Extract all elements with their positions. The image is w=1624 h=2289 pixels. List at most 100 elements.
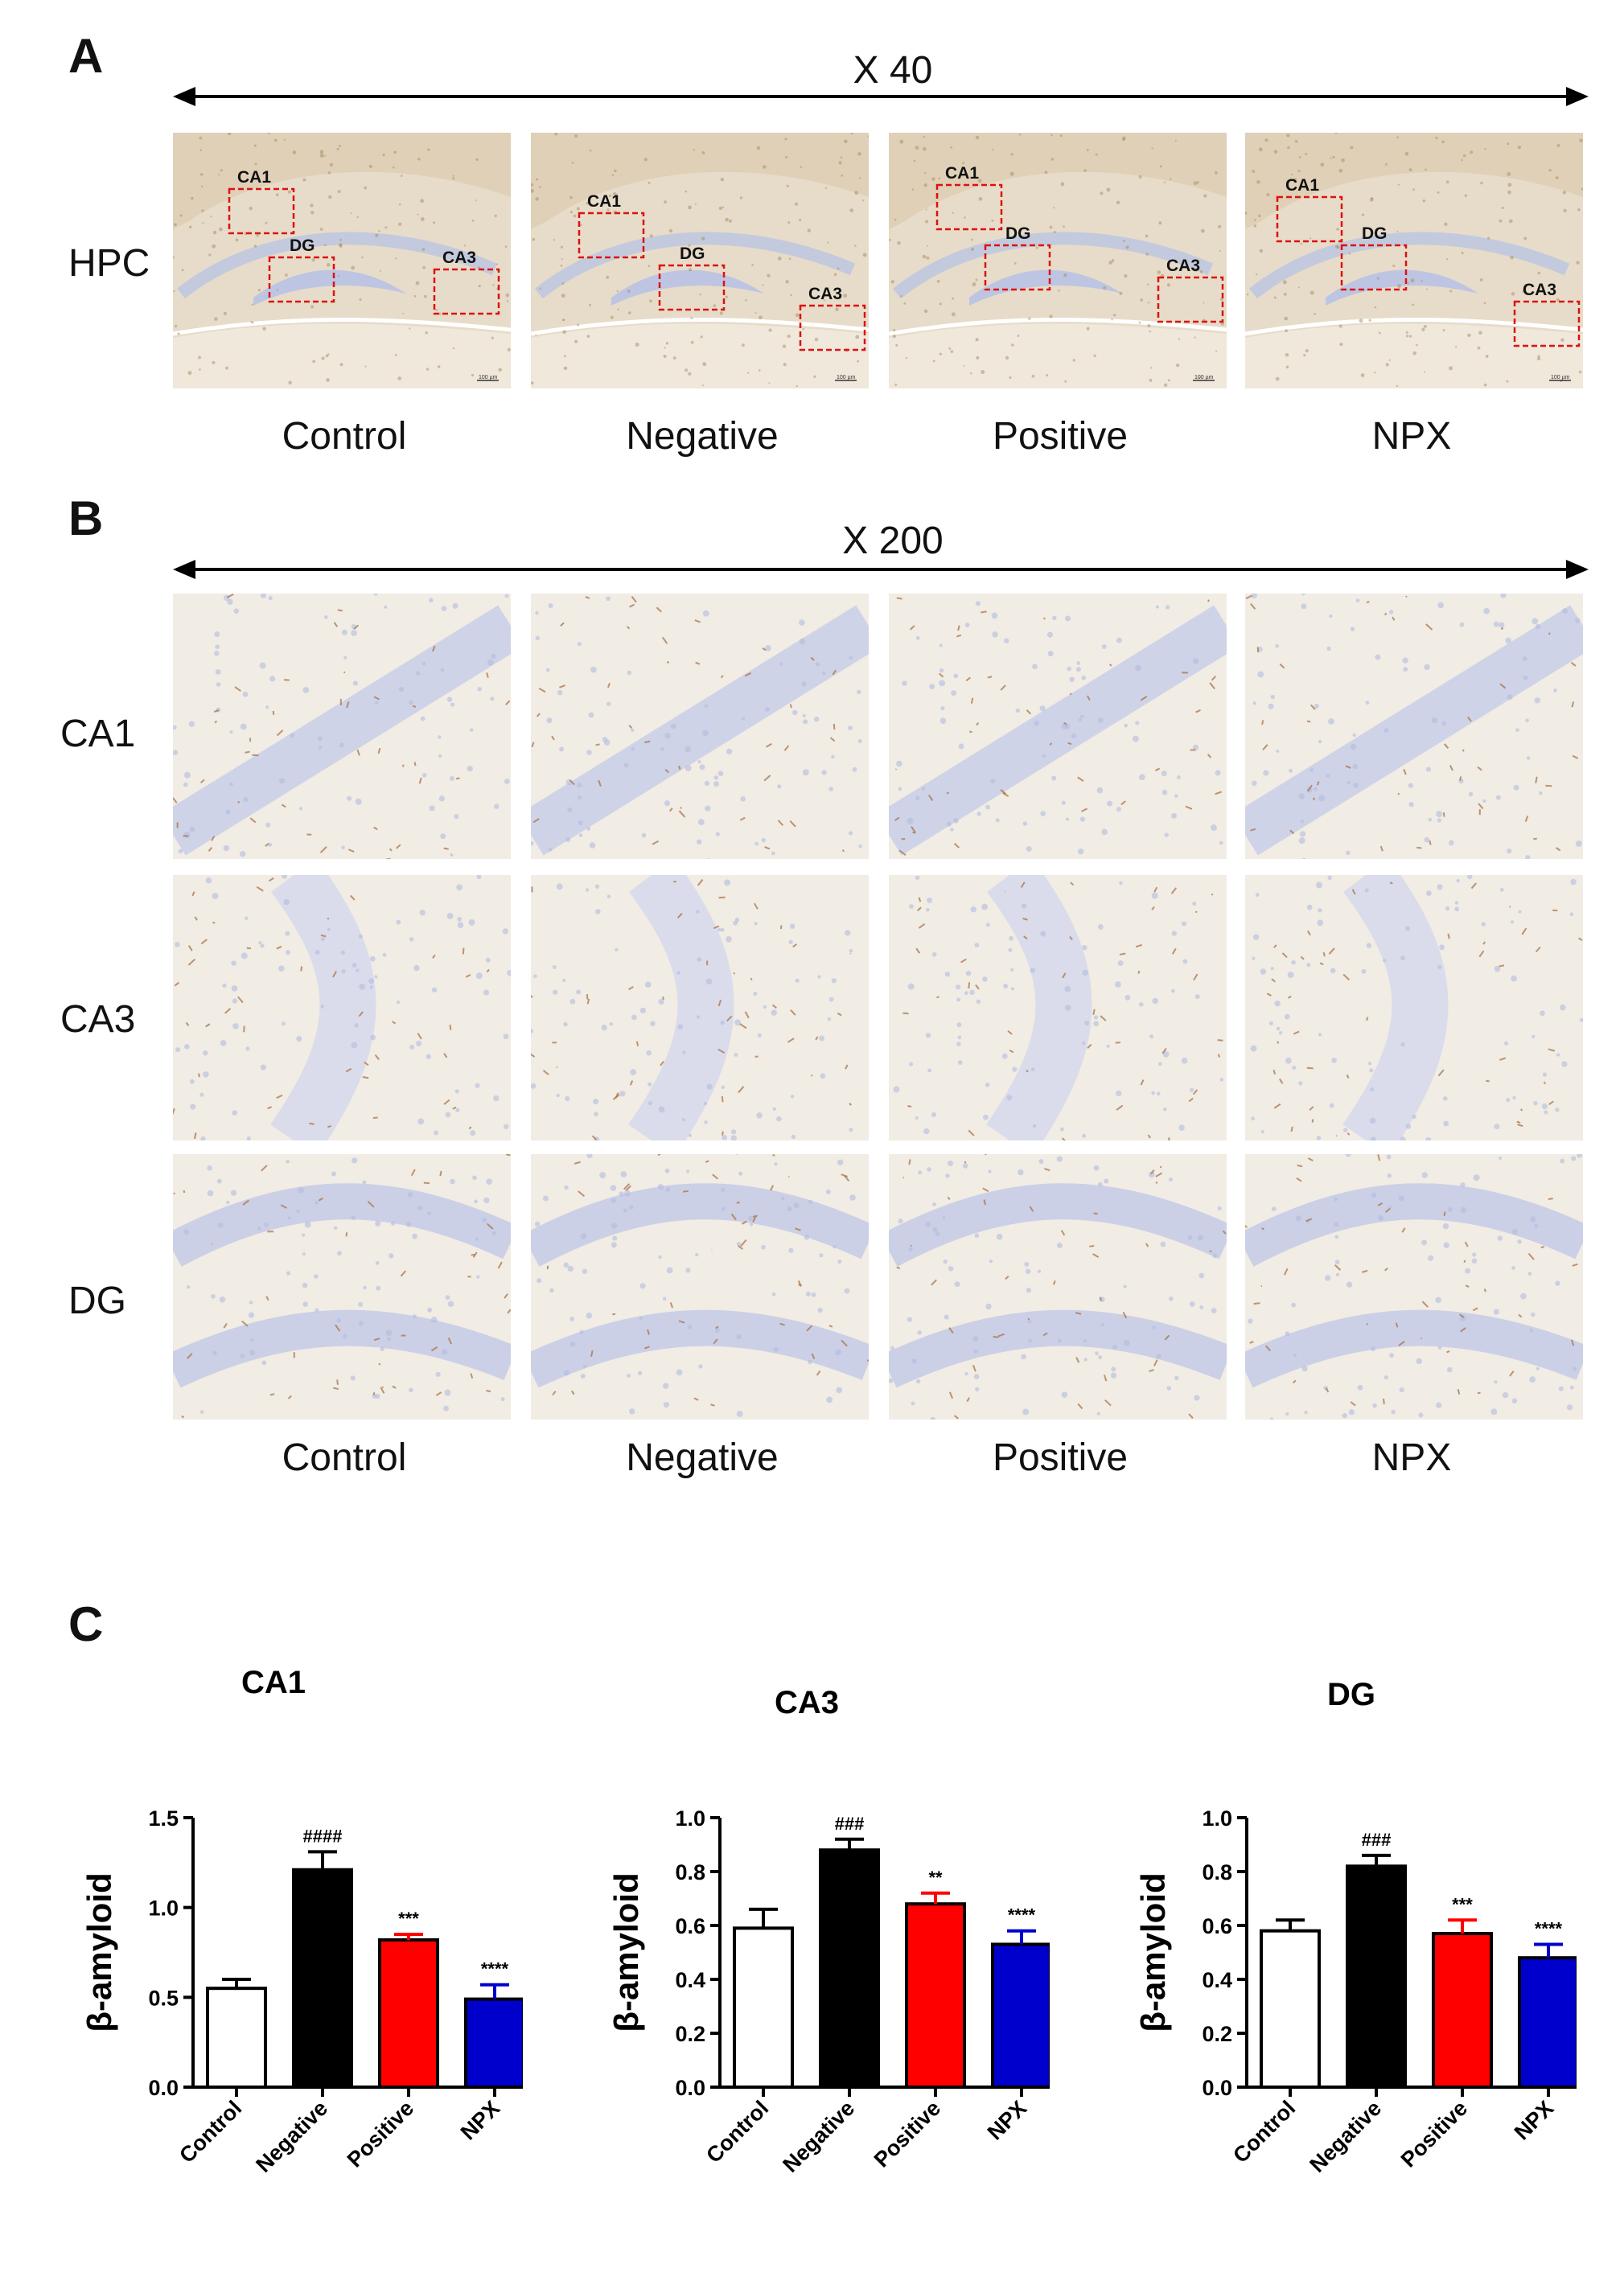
y-tick-label: 0.2: [675, 2022, 705, 2046]
roi-label-ca1: CA1: [945, 164, 979, 183]
col-label-npx-b: NPX: [1371, 1436, 1452, 1479]
chart-title: CA1: [241, 1665, 306, 1700]
y-tick-label: 0.2: [1202, 2022, 1232, 2046]
hpc-micrograph-npx: CA1 DG CA3 100 µm: [1245, 133, 1583, 388]
bar-positive: [905, 1902, 966, 2090]
micrograph-ca3-control: [173, 875, 511, 1140]
micrograph-dg-npx: [1245, 1154, 1583, 1420]
row-label-hpc: HPC: [68, 242, 150, 285]
bar-control: [1260, 1929, 1321, 2090]
y-tick-label: 1.0: [675, 1806, 705, 1831]
micrograph-ca3-npx: [1245, 875, 1583, 1140]
significance-label: ****: [481, 1959, 509, 1979]
bar-negative: [1346, 1864, 1407, 2089]
x-tick-label: Control: [701, 2096, 773, 2168]
panel-a-letter: A: [68, 29, 104, 83]
micrograph-dg-negative: [531, 1154, 869, 1420]
x-tick-label: NPX: [1510, 2096, 1558, 2144]
row-label-ca3: CA3: [60, 998, 136, 1041]
roi-label-ca3: CA3: [808, 285, 842, 303]
bar-negative: [292, 1868, 353, 2089]
roi-label-ca3: CA3: [1166, 257, 1200, 275]
x-tick-label: Negative: [778, 2096, 859, 2177]
x-tick-label: Positive: [870, 2096, 945, 2172]
significance-label: **: [928, 1868, 943, 1888]
panel-b-magnification: X 200: [842, 520, 944, 562]
bar-npx: [1518, 1956, 1577, 2090]
roi-label-ca1: CA1: [587, 192, 621, 211]
roi-label-dg: DG: [290, 236, 315, 255]
significance-label: ####: [303, 1826, 343, 1846]
col-label-control-a: Control: [282, 415, 407, 458]
hpc-micrograph-positive: CA1 DG CA3 100 µm: [889, 133, 1227, 388]
x-tick-label: Positive: [1396, 2096, 1472, 2172]
scale-bar-label: 100 µm: [479, 375, 498, 380]
y-axis-label: β-amyloid: [80, 1872, 118, 2032]
micrograph-ca1-control: [173, 594, 511, 859]
micrograph-ca1-negative: [531, 594, 869, 859]
y-tick-label: 0.5: [148, 1986, 179, 2010]
significance-label: ###: [1362, 1830, 1392, 1850]
x-tick-label: NPX: [456, 2096, 504, 2144]
panel-c-letter: C: [68, 1597, 104, 1651]
scale-bar-label: 100 µm: [1551, 375, 1570, 380]
panel-a-arrow: [173, 87, 1589, 106]
roi-label-ca1: CA1: [1285, 176, 1319, 195]
micrograph-dg-control: [173, 1154, 511, 1420]
y-tick-label: 0.6: [1202, 1914, 1232, 1938]
col-label-control-b: Control: [282, 1436, 407, 1479]
micrograph-ca1-positive: [889, 594, 1227, 859]
significance-label: ***: [1452, 1894, 1473, 1914]
bar-control: [206, 1987, 267, 2089]
y-tick-label: 0.4: [1202, 1968, 1232, 1992]
y-tick-label: 1.0: [148, 1897, 179, 1921]
micrograph-ca1-npx: [1245, 594, 1583, 859]
roi-label-dg: DG: [680, 245, 705, 263]
x-tick-label: Negative: [251, 2096, 332, 2177]
y-tick-label: 0.8: [675, 1860, 705, 1884]
bar-control: [733, 1926, 794, 2089]
col-label-positive-a: Positive: [992, 415, 1129, 458]
y-tick-label: 0.0: [148, 2076, 179, 2100]
chart-title: CA3: [775, 1685, 839, 1720]
bar-negative: [819, 1848, 880, 2089]
y-axis-label: β-amyloid: [607, 1872, 645, 2032]
x-tick-label: Control: [175, 2096, 246, 2168]
significance-label: ****: [1535, 1918, 1563, 1938]
col-label-npx-a: NPX: [1371, 415, 1452, 458]
y-tick-label: 1.5: [148, 1806, 179, 1831]
x-tick-label: NPX: [983, 2096, 1031, 2144]
micrograph-ca3-negative: [531, 875, 869, 1140]
chart-title: DG: [1327, 1677, 1375, 1712]
x-tick-label: Control: [1228, 2096, 1300, 2168]
row-label-dg: DG: [68, 1280, 126, 1322]
scale-bar-label: 100 µm: [837, 375, 856, 380]
bar-npx: [991, 1942, 1050, 2090]
y-axis-label: β-amyloid: [1134, 1872, 1172, 2032]
x-tick-label: Positive: [343, 2096, 418, 2172]
y-tick-label: 0.8: [1202, 1860, 1232, 1884]
hpc-micrograph-negative: CA1 DG CA3 100 µm: [531, 133, 869, 388]
y-tick-label: 0.4: [675, 1968, 705, 1992]
panel-a-magnification: X 40: [853, 49, 933, 92]
bar-npx: [464, 1997, 523, 2090]
y-tick-label: 0.6: [675, 1914, 705, 1938]
bar-chart-dg: DG β-amyloid 0.0 0.2 0.4 0.6 0.8 1.0 Control ### N…: [1134, 1677, 1577, 2177]
significance-label: ***: [398, 1909, 419, 1929]
bar-chart-ca3: CA3 β-amyloid 0.0 0.2 0.4 0.6 0.8 1.0 Control ###…: [607, 1685, 1050, 2177]
col-label-negative-b: Negative: [626, 1436, 779, 1479]
roi-label-ca3: CA3: [1523, 281, 1556, 299]
significance-label: ****: [1008, 1905, 1036, 1925]
significance-label: ###: [835, 1814, 865, 1834]
roi-label-dg: DG: [1362, 224, 1388, 243]
scale-bar-label: 100 µm: [1194, 375, 1214, 380]
bar-positive: [378, 1938, 439, 2089]
roi-label-ca3: CA3: [442, 249, 476, 267]
roi-label-dg: DG: [1005, 224, 1031, 243]
x-tick-label: Negative: [1305, 2096, 1386, 2177]
col-label-positive-b: Positive: [992, 1436, 1129, 1479]
bar-positive: [1432, 1932, 1493, 2089]
row-label-ca1: CA1: [60, 713, 136, 755]
micrograph-ca3-positive: [889, 875, 1227, 1140]
y-tick-label: 1.0: [1202, 1806, 1232, 1831]
